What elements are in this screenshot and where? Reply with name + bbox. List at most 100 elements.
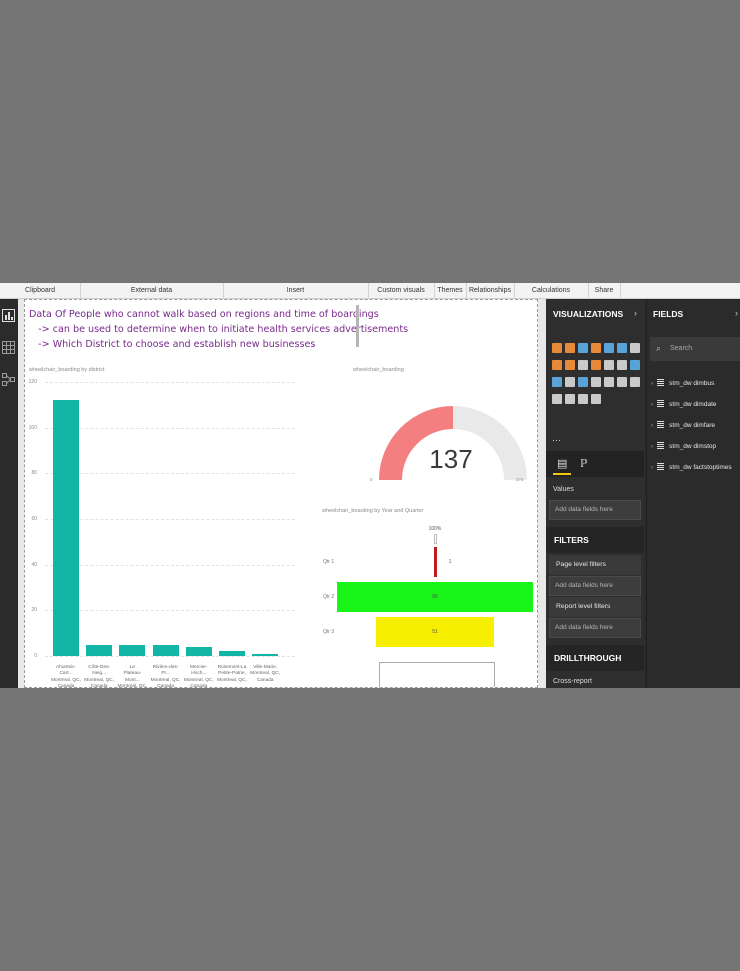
y-tick-label: 60: [31, 516, 37, 522]
bar[interactable]: [119, 644, 146, 656]
x-tick-label-line: Canada: [256, 677, 274, 683]
visual-type-icon[interactable]: [591, 343, 601, 353]
ribbon-group-calculations[interactable]: Calculations: [514, 283, 589, 298]
filters-header-label: FILTERS: [554, 535, 589, 545]
visual-type-icon[interactable]: [591, 394, 601, 404]
funnel-bar[interactable]: [433, 547, 437, 577]
format-paint-roller-icon[interactable]: ℙ: [580, 458, 588, 470]
bar[interactable]: [86, 644, 113, 656]
visual-type-icon[interactable]: [604, 360, 614, 370]
fields-search-input[interactable]: ⌕ Search: [650, 337, 740, 361]
bar[interactable]: [53, 400, 79, 656]
field-table-item[interactable]: › stm_dw dimfare: [651, 421, 715, 429]
visual-type-icon[interactable]: [552, 360, 562, 370]
ribbon-group-clipboard[interactable]: Clipboard: [0, 283, 81, 298]
ribbon-group-custom-visuals[interactable]: Custom visuals: [368, 283, 435, 298]
view-switcher-rail: [0, 299, 18, 688]
y-tick-label: 0: [34, 653, 37, 659]
visual-type-icon[interactable]: [630, 360, 640, 370]
expand-chevron-icon[interactable]: ›: [651, 422, 654, 429]
collapse-visualizations-icon[interactable]: ›: [634, 308, 637, 318]
field-table-item[interactable]: › stm_dw dimbus: [651, 379, 714, 387]
visual-type-icon[interactable]: [578, 394, 588, 404]
visual-type-icon[interactable]: [578, 360, 588, 370]
data-view-icon[interactable]: [2, 341, 15, 354]
values-well[interactable]: Add data fields here: [549, 500, 641, 520]
funnel-top-stub: [434, 534, 437, 544]
visual-type-icon[interactable]: [578, 377, 588, 387]
report-filters-well[interactable]: Add data fields here: [549, 618, 641, 638]
funnel-bar[interactable]: [337, 582, 533, 612]
x-tick-label-line: Le: [129, 665, 136, 670]
visual-type-icon[interactable]: [565, 343, 575, 353]
ribbon-group-themes[interactable]: Themes: [434, 283, 467, 298]
visual-type-icon[interactable]: [630, 343, 640, 353]
funnel-bar[interactable]: [376, 617, 494, 647]
annotation-line: Data Of People who cannot walk based on …: [29, 309, 379, 320]
drillthrough-header-label: DRILLTHROUGH: [554, 653, 622, 663]
x-tick-label-line: Montreal, QC,: [183, 677, 214, 683]
x-tick-label-line: Ville-Marie,: [253, 665, 278, 670]
gauge-visual[interactable]: wheelchair_boarding: [347, 360, 537, 490]
field-table-item[interactable]: › stm_dw factstoptimes: [651, 463, 732, 471]
annotation-textbox[interactable]: Data Of People who cannot walk based on …: [29, 307, 408, 352]
visual-type-icon[interactable]: [565, 394, 575, 404]
visual-type-icon[interactable]: [604, 377, 614, 387]
visual-type-icon[interactable]: [565, 360, 575, 370]
visual-type-icon[interactable]: [552, 343, 562, 353]
page-filters-well[interactable]: Add data fields here: [549, 576, 641, 596]
visual-type-icon[interactable]: [578, 343, 588, 353]
expand-chevron-icon[interactable]: ›: [651, 464, 654, 471]
bar[interactable]: [185, 646, 212, 656]
visual-type-icon[interactable]: [617, 377, 627, 387]
bar[interactable]: [252, 653, 279, 656]
gauge-value: 137: [429, 444, 473, 474]
report-page[interactable]: Data Of People who cannot walk based on …: [24, 299, 538, 688]
report-level-filters[interactable]: Report level filters: [549, 597, 641, 617]
textbox-scrollbar[interactable]: [356, 305, 359, 347]
gauge-max-label: 274: [516, 477, 524, 482]
model-view-icon[interactable]: [2, 373, 15, 386]
visual-type-icon[interactable]: [565, 377, 575, 387]
x-tick-label-line: Montreal, QC,: [84, 677, 115, 683]
funnel-visual[interactable]: wheelchair_boarding by Year and Quarter: [322, 505, 537, 687]
page-level-filters[interactable]: Page level filters: [549, 555, 641, 575]
drillthrough-header: DRILLTHROUGH: [546, 645, 644, 671]
more-visuals-icon[interactable]: ···: [552, 435, 561, 445]
field-table-name: stm_dw dimdate: [669, 401, 717, 408]
gauge-fill: [379, 406, 453, 480]
gridline: [45, 427, 295, 429]
ribbon-group-external-data[interactable]: External data: [80, 283, 224, 298]
expand-chevron-icon[interactable]: ›: [651, 380, 654, 387]
visual-type-icon[interactable]: [617, 343, 627, 353]
report-canvas: Data Of People who cannot walk based on …: [18, 299, 546, 688]
bar[interactable]: [219, 651, 245, 656]
visual-type-icon[interactable]: [630, 377, 640, 387]
visual-type-icon[interactable]: [604, 343, 614, 353]
report-view-icon[interactable]: [2, 309, 15, 322]
ribbon-group-relationships[interactable]: Relationships: [466, 283, 515, 298]
gridline: [45, 382, 295, 383]
field-table-item[interactable]: › stm_dw dimstop: [651, 442, 716, 450]
visualizations-pane: VISUALIZATIONS › ··· ▤ ℙ Values Add data…: [546, 299, 644, 688]
visual-type-icon[interactable]: [552, 394, 562, 404]
x-tick-label-line: Canada: [90, 684, 108, 688]
visual-type-icon[interactable]: [591, 360, 601, 370]
visual-type-icon[interactable]: [552, 377, 562, 387]
x-tick-label-line: Plateau-Mont...: [123, 671, 142, 683]
expand-chevron-icon[interactable]: ›: [651, 401, 654, 408]
y-tick-label: 80: [31, 470, 37, 477]
visual-type-icon[interactable]: [591, 377, 601, 387]
x-tick-label-line: Montreal, QC,: [150, 677, 181, 683]
field-table-item[interactable]: › stm_dw dimdate: [651, 400, 717, 408]
visual-type-icon[interactable]: [617, 360, 627, 370]
x-tick-label: Côte-Des-Neig... Montreal, QC, Canada: [83, 665, 115, 688]
cross-report-label[interactable]: Cross-report: [553, 678, 592, 685]
ribbon-group-insert[interactable]: Insert: [223, 283, 369, 298]
ribbon-group-share[interactable]: Share: [588, 283, 621, 298]
expand-chevron-icon[interactable]: ›: [651, 443, 654, 450]
fields-tab-icon[interactable]: ▤: [557, 458, 568, 470]
collapse-fields-icon[interactable]: ›: [735, 308, 738, 318]
bar-chart-visual[interactable]: wheelchair_boarding by district: [25, 360, 295, 687]
bar[interactable]: [152, 644, 179, 656]
